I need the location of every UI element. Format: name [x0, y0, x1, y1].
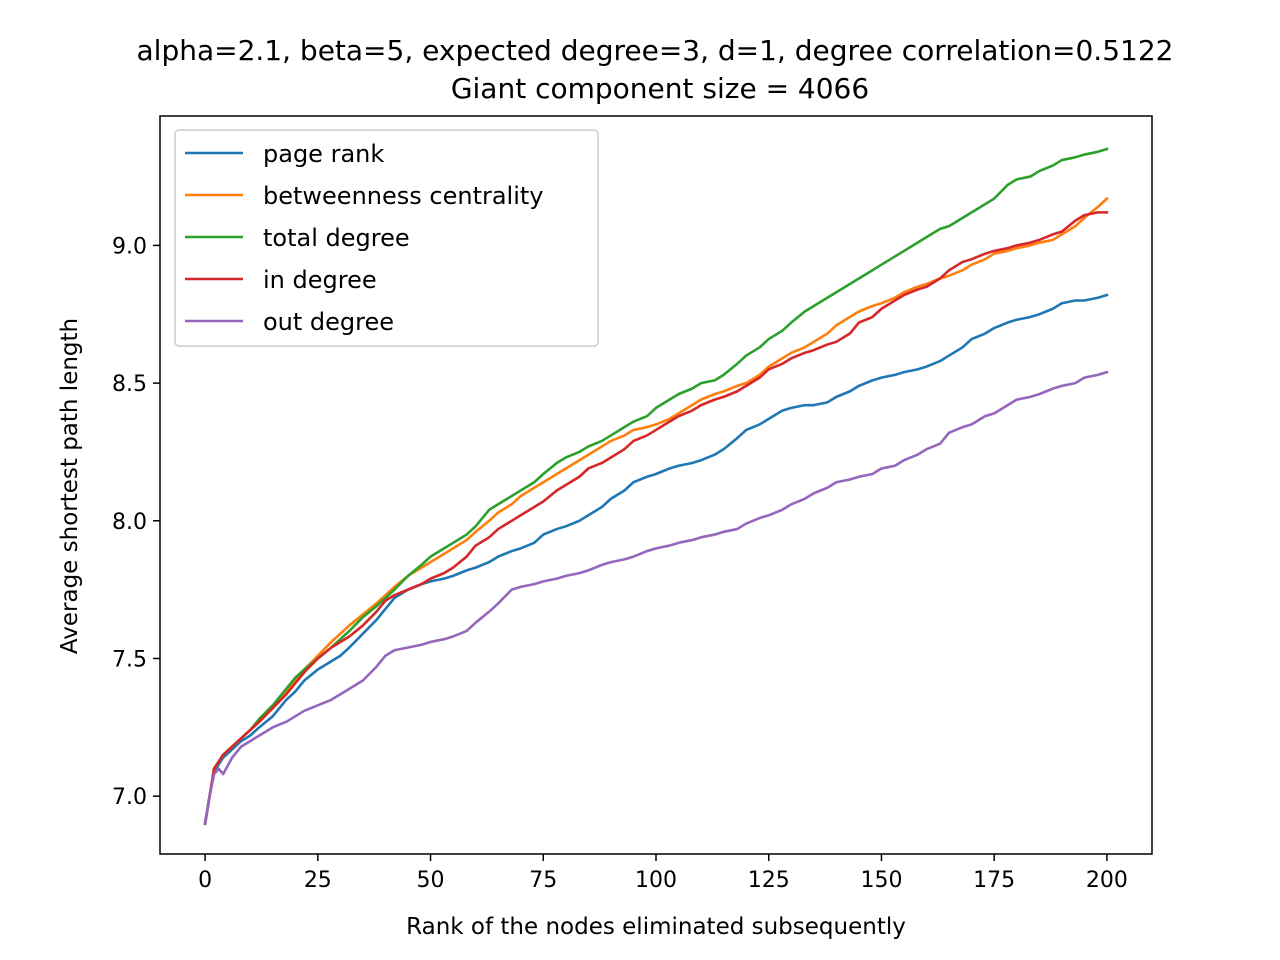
x-tick-label: 125	[748, 868, 790, 893]
y-tick-label: 7.0	[112, 785, 147, 810]
x-tick-label: 75	[529, 868, 557, 893]
x-axis: 0 25 50 75 100 125 150 175 200	[198, 854, 1128, 893]
legend-label-betweenness-centrality: betweenness centrality	[263, 182, 544, 210]
x-tick-label: 50	[417, 868, 445, 893]
legend-label-out-degree: out degree	[263, 308, 394, 336]
y-tick-label: 8.5	[112, 372, 147, 397]
legend-label-total-degree: total degree	[263, 224, 410, 252]
legend: page rank betweenness centrality total deg…	[174, 129, 599, 347]
y-axis-label: Average shortest path length	[57, 318, 83, 654]
chart-title-line-1: alpha=2.1, beta=5, expected degree=3, d=…	[137, 34, 1174, 67]
y-tick-label: 7.5	[112, 647, 147, 672]
legend-box	[174, 129, 599, 347]
series-line-page-rank	[203, 293, 1109, 826]
x-axis-label: Rank of the nodes eliminated subsequentl…	[406, 914, 906, 940]
x-tick-label: 150	[860, 868, 902, 893]
x-tick-label: 0	[198, 868, 212, 893]
x-tick-label: 25	[304, 868, 332, 893]
series-line-in-degree	[203, 211, 1109, 826]
legend-label-in-degree: in degree	[263, 266, 377, 294]
y-tick-label: 9.0	[112, 234, 147, 259]
series-line-betweenness-centrality	[203, 196, 1109, 826]
x-tick-label: 100	[635, 868, 677, 893]
x-tick-label: 175	[973, 868, 1015, 893]
legend-label-page-rank: page rank	[263, 140, 384, 168]
series-line-total-degree	[203, 147, 1109, 826]
x-tick-label: 200	[1086, 868, 1128, 893]
plot-series-group	[203, 147, 1109, 826]
chart-title-line-2: Giant component size = 4066	[451, 72, 869, 105]
y-axis: 7.0 7.5 8.0 8.5 9.0	[112, 234, 160, 810]
series-line-out-degree	[203, 370, 1109, 826]
y-tick-label: 8.0	[112, 510, 147, 535]
